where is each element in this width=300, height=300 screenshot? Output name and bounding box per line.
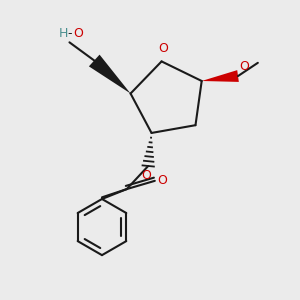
Text: H: H <box>58 27 68 40</box>
Text: O: O <box>142 169 152 182</box>
Polygon shape <box>89 55 130 94</box>
Text: O: O <box>73 27 82 40</box>
Text: O: O <box>240 60 250 74</box>
Polygon shape <box>202 70 239 82</box>
Text: -: - <box>68 27 72 40</box>
Text: O: O <box>158 43 168 56</box>
Text: O: O <box>158 174 167 187</box>
